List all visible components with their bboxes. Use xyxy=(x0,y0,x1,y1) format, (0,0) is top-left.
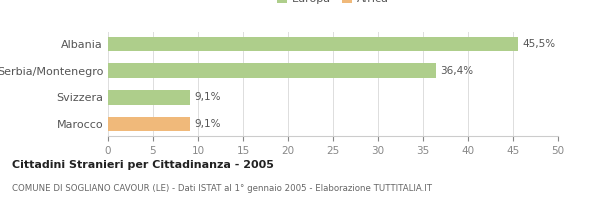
Text: COMUNE DI SOGLIANO CAVOUR (LE) - Dati ISTAT al 1° gennaio 2005 - Elaborazione TU: COMUNE DI SOGLIANO CAVOUR (LE) - Dati IS… xyxy=(12,184,432,193)
Text: 45,5%: 45,5% xyxy=(522,39,555,49)
Bar xyxy=(108,117,190,131)
Text: Cittadini Stranieri per Cittadinanza - 2005: Cittadini Stranieri per Cittadinanza - 2… xyxy=(12,160,274,170)
Legend: Europa, Africa: Europa, Africa xyxy=(277,0,389,4)
Text: 9,1%: 9,1% xyxy=(194,92,221,102)
Text: 9,1%: 9,1% xyxy=(194,119,221,129)
Bar xyxy=(108,37,517,51)
Bar xyxy=(108,63,436,78)
Bar xyxy=(108,90,190,105)
Text: 36,4%: 36,4% xyxy=(440,66,473,76)
